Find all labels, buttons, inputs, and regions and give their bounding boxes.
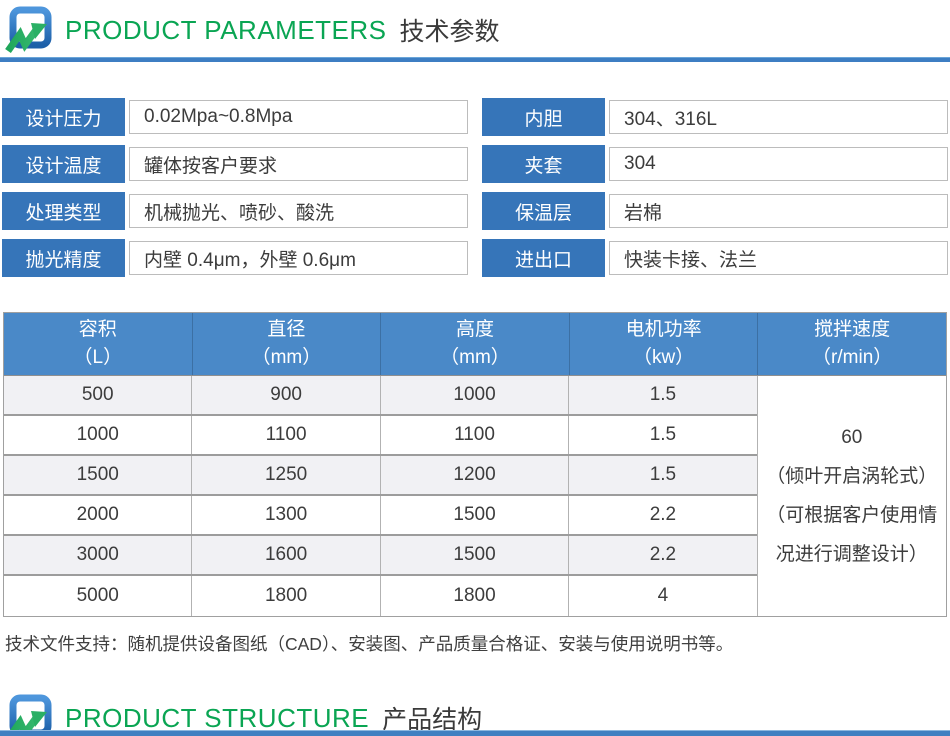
table-cell: 1500	[381, 496, 570, 534]
section-title-en: PRODUCT STRUCTURE	[65, 702, 370, 733]
parameter-column-right: 内胆 304、316L 夹套 304 保温层 岩棉 进出口 快装卡接、法兰	[482, 98, 948, 286]
table-cell: 5000	[4, 576, 193, 616]
technical-support-note: 技术文件支持：随机提供设备图纸（CAD）、安装图、产品质量合格证、安装与使用说明…	[5, 634, 734, 654]
table-cell: 500	[4, 376, 193, 414]
column-header: 搅拌速度 （r/min）	[758, 313, 946, 375]
param-label: 内胆	[482, 98, 605, 136]
param-value: 罐体按客户要求	[129, 147, 468, 181]
brand-logo-icon	[5, 6, 52, 54]
param-value: 岩棉	[609, 194, 948, 228]
table-cell: 2.2	[649, 544, 677, 565]
param-row: 进出口 快装卡接、法兰	[482, 239, 948, 277]
param-label: 处理类型	[2, 192, 125, 230]
param-label: 抛光精度	[2, 239, 125, 277]
section-title-zh: 产品结构	[382, 706, 483, 734]
table-cell: 2.2	[649, 504, 677, 525]
param-row: 保温层 岩棉	[482, 192, 948, 230]
bottom-divider	[0, 730, 950, 736]
table-cell: 1000	[381, 376, 570, 414]
column-unit: （mm）	[440, 347, 510, 368]
stir-speed-note: （可根据客户使用情况进行调整设计）	[766, 505, 938, 565]
table-cell: 1100	[192, 416, 381, 454]
param-row: 内胆 304、316L	[482, 98, 948, 136]
column-unit: （kw）	[632, 347, 695, 368]
param-row: 夹套 304	[482, 145, 948, 183]
param-value: 304、316L	[609, 100, 948, 134]
column-unit: （L）	[73, 347, 123, 368]
table-row: 1000 1100 1100 1.5	[4, 416, 757, 456]
param-label: 夹套	[482, 145, 605, 183]
column-name: 高度	[455, 319, 494, 341]
param-row: 设计温度 罐体按客户要求	[2, 145, 468, 183]
table-cell: 3000	[4, 536, 193, 574]
table-cell: 1800	[381, 576, 570, 616]
param-row: 设计压力 0.02Mpa~0.8Mpa	[2, 98, 468, 136]
table-cell: 1.5	[649, 384, 677, 405]
column-header: 容积 （L）	[4, 313, 193, 375]
param-value: 机械抛光、喷砂、酸洗	[129, 194, 468, 228]
section-title-en: PRODUCT PARAMETERS	[65, 14, 387, 45]
stir-speed-merged-cell: 60 （倾叶开启涡轮式） （可根据客户使用情况进行调整设计）	[757, 376, 946, 616]
table-cell: 900	[192, 376, 381, 414]
param-value: 0.02Mpa~0.8Mpa	[129, 100, 468, 134]
table-row: 5000 1800 1800 4	[4, 576, 757, 616]
table-cell: 2000	[4, 496, 193, 534]
param-label: 保温层	[482, 192, 605, 230]
column-header: 直径 （mm）	[193, 313, 382, 375]
table-cell: 1500	[381, 536, 570, 574]
product-parameters-header: PRODUCT PARAMETERS 技术参数	[0, 0, 950, 56]
table-cell: 1800	[192, 576, 381, 616]
table-row: 3000 1600 1500 2.2	[4, 536, 757, 576]
param-value: 内壁 0.4μm，外壁 0.6μm	[129, 241, 468, 275]
table-cell: 1200	[381, 456, 570, 494]
table-row: 500 900 1000 1.5	[4, 376, 757, 416]
parameter-column-left: 设计压力 0.02Mpa~0.8Mpa 设计温度 罐体按客户要求 处理类型 机械…	[2, 98, 468, 286]
table-cell: 1300	[192, 496, 381, 534]
table-cell: 1.5	[649, 464, 677, 485]
table-cell: 1600	[192, 536, 381, 574]
column-unit: （r/min）	[812, 347, 893, 368]
param-value: 304	[609, 147, 948, 181]
table-cell: 1000	[4, 416, 193, 454]
column-name: 搅拌速度	[814, 319, 891, 341]
section-title-zh: 技术参数	[399, 18, 500, 46]
param-row: 抛光精度 内壁 0.4μm，外壁 0.6μm	[2, 239, 468, 277]
column-name: 直径	[267, 319, 306, 341]
column-name: 电机功率	[625, 319, 702, 341]
stir-speed-note: （倾叶开启涡轮式）	[766, 466, 938, 487]
table-cell: 1100	[381, 416, 570, 454]
param-label: 设计温度	[2, 145, 125, 183]
product-structure-header: PRODUCT STRUCTURE 产品结构	[0, 688, 950, 736]
param-label: 进出口	[482, 239, 605, 277]
table-row: 1500 1250 1200 1.5	[4, 456, 757, 496]
table-cell: 1.5	[649, 424, 677, 445]
spec-table-header: 容积 （L） 直径 （mm） 高度 （mm） 电机功率 （kw） 搅拌速度 （r…	[4, 313, 946, 376]
param-row: 处理类型 机械抛光、喷砂、酸洗	[2, 192, 468, 230]
spec-table-rows: 500 900 1000 1.5 1000 1100 1100 1.5 1500…	[4, 376, 758, 616]
column-header: 电机功率 （kw）	[570, 313, 759, 375]
param-value: 快装卡接、法兰	[609, 241, 948, 275]
table-row: 2000 1300 1500 2.2	[4, 496, 757, 536]
table-cell: 1250	[192, 456, 381, 494]
stir-speed-value: 60	[841, 427, 863, 448]
column-header: 高度 （mm）	[381, 313, 570, 375]
column-unit: （mm）	[251, 347, 322, 368]
spec-table: 容积 （L） 直径 （mm） 高度 （mm） 电机功率 （kw） 搅拌速度 （r…	[3, 312, 947, 617]
param-label: 设计压力	[2, 98, 125, 136]
spec-table-body: 500 900 1000 1.5 1000 1100 1100 1.5 1500…	[4, 376, 946, 616]
header-divider	[0, 57, 950, 62]
column-name: 容积	[78, 319, 117, 341]
parameter-grid: 设计压力 0.02Mpa~0.8Mpa 设计温度 罐体按客户要求 处理类型 机械…	[2, 98, 948, 286]
table-cell: 1500	[4, 456, 193, 494]
table-cell: 4	[657, 585, 669, 606]
